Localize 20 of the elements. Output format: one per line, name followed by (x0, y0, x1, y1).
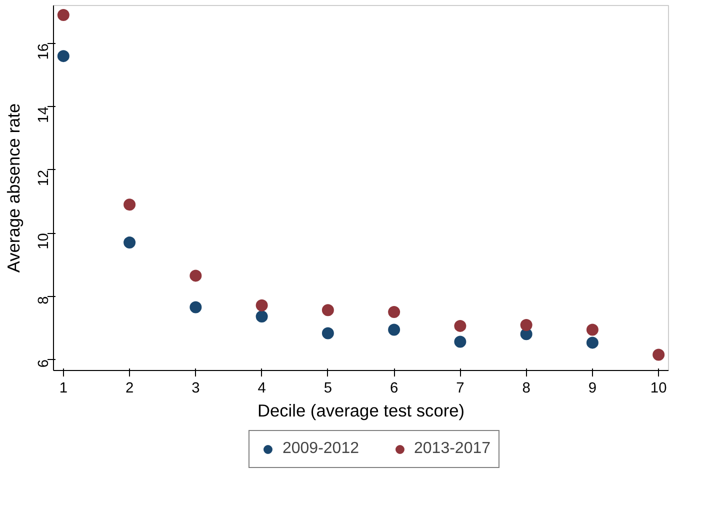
x-tick-label: 9 (588, 380, 597, 396)
legend-label: 2009-2012 (282, 440, 359, 458)
y-axis-title: Average absence rate (4, 103, 24, 273)
y-tick-label: 8 (36, 296, 52, 304)
x-tick-label: 10 (650, 380, 667, 396)
legend-label: 2013-2017 (414, 440, 491, 458)
x-tick-label: 1 (59, 380, 68, 396)
y-tick-label: 14 (36, 106, 52, 123)
x-tick-label: 7 (456, 380, 464, 396)
x-tick-label: 3 (192, 380, 200, 396)
x-axis-title: Decile (average test score) (257, 400, 465, 420)
x-tick-label: 5 (324, 380, 332, 396)
x-tick-label: 4 (258, 380, 266, 396)
y-tick-label: 10 (36, 233, 52, 250)
x-tick-label: 2 (125, 380, 134, 396)
x-tick-label: 8 (522, 380, 530, 396)
x-tick-label: 6 (390, 380, 398, 396)
y-tick-label: 12 (36, 170, 52, 186)
y-tick-label: 16 (36, 43, 52, 60)
y-tick-label: 6 (36, 359, 52, 368)
